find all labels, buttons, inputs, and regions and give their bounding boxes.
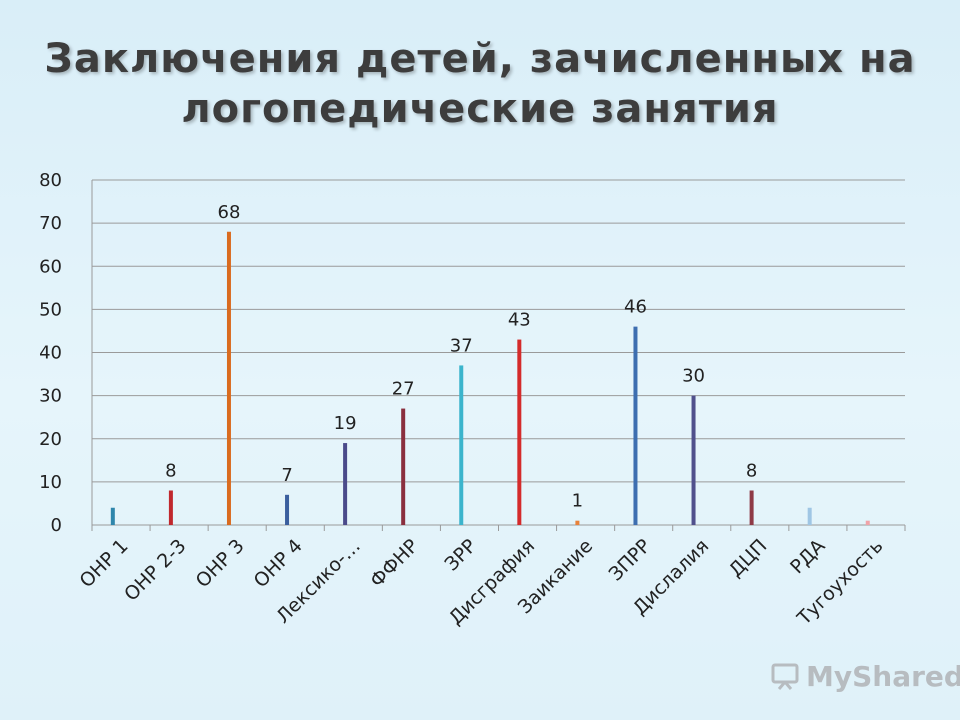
data-label: 8 xyxy=(746,461,757,482)
y-tick-label: 80 xyxy=(39,170,62,191)
x-tick-label: РДА xyxy=(786,535,829,578)
bar xyxy=(807,507,812,525)
data-label: 30 xyxy=(682,366,705,387)
bar xyxy=(517,339,522,525)
bar xyxy=(343,443,348,525)
chart-title-line-2: логопедические занятия xyxy=(181,86,779,132)
presentation-icon xyxy=(771,663,799,690)
watermark-text: MyShared xyxy=(806,659,960,693)
x-tick-label: ОНР 4 xyxy=(250,535,307,592)
x-tick-label: ФФНР xyxy=(366,535,423,592)
bar xyxy=(401,408,406,525)
data-label: 7 xyxy=(281,465,292,486)
data-label: 1 xyxy=(572,491,583,512)
data-label: 27 xyxy=(392,379,415,400)
bar xyxy=(226,231,231,525)
y-tick-label: 50 xyxy=(39,299,62,320)
bar xyxy=(575,520,580,525)
chart-title: Заключения детей, зачисленных на логопед… xyxy=(0,34,960,134)
bar xyxy=(168,490,173,525)
bar xyxy=(110,507,115,525)
y-tick-label: 10 xyxy=(39,472,62,493)
bar xyxy=(865,520,870,525)
y-tick-label: 0 xyxy=(51,515,62,536)
data-label: 68 xyxy=(218,202,241,223)
x-tick-label: ДЦП xyxy=(725,535,772,582)
data-label: 43 xyxy=(508,310,531,331)
data-label: 8 xyxy=(165,461,176,482)
y-tick-label: 30 xyxy=(39,386,62,407)
y-tick-label: 70 xyxy=(39,213,62,234)
data-label: 37 xyxy=(450,335,473,356)
bar xyxy=(633,326,638,525)
x-tick-label: ЗПРР xyxy=(605,535,655,585)
bar xyxy=(691,395,696,525)
x-tick-label: ОНР 2-3 xyxy=(120,535,191,606)
y-tick-label: 20 xyxy=(39,429,62,450)
chart-title-line-1: Заключения детей, зачисленных на xyxy=(44,36,916,82)
y-tick-label: 60 xyxy=(39,256,62,277)
data-label: 46 xyxy=(624,297,647,318)
y-tick-label: 40 xyxy=(39,343,62,364)
data-label: 19 xyxy=(334,413,357,434)
x-tick-label: ОНР 3 xyxy=(192,535,249,592)
watermark: MyShared xyxy=(770,658,960,694)
bar xyxy=(459,365,464,525)
bar xyxy=(285,494,290,525)
bar xyxy=(749,490,754,525)
x-tick-label: ОНР 1 xyxy=(75,535,132,592)
x-tick-label: ЗРР xyxy=(441,535,481,575)
